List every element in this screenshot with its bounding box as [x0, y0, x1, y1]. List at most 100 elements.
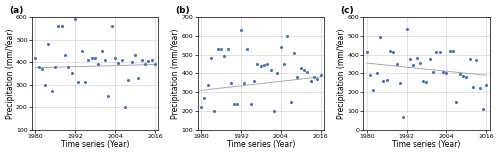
Point — [108, 25, 116, 27]
Point — [390, 51, 398, 53]
Point — [280, 63, 288, 65]
Point — [370, 89, 378, 92]
Point — [78, 50, 86, 52]
Point — [313, 78, 321, 80]
Point — [224, 48, 232, 50]
Point — [217, 48, 225, 50]
Point — [304, 70, 312, 73]
Point — [220, 55, 228, 58]
Point — [300, 68, 308, 71]
Point — [38, 68, 46, 70]
Point — [260, 64, 268, 66]
Point — [197, 106, 205, 108]
Point — [442, 72, 450, 75]
Point — [31, 56, 39, 59]
Point — [409, 64, 417, 66]
Point — [118, 59, 126, 61]
Point — [446, 50, 454, 52]
Point — [472, 59, 480, 62]
Point — [416, 62, 424, 64]
Point — [234, 102, 241, 105]
Point — [101, 59, 109, 61]
Y-axis label: Precipitation (mm/Year): Precipitation (mm/Year) — [172, 28, 180, 119]
Point — [138, 59, 145, 61]
Point — [456, 73, 464, 76]
Point — [254, 63, 262, 65]
Point — [88, 56, 96, 59]
Point — [244, 48, 252, 50]
Point — [44, 43, 52, 45]
Text: (b): (b) — [175, 6, 190, 15]
Point — [466, 58, 473, 61]
Point — [128, 61, 136, 63]
Y-axis label: Precipitation (mm/Year): Precipitation (mm/Year) — [6, 28, 15, 119]
Point — [452, 100, 460, 103]
Point — [250, 80, 258, 82]
X-axis label: Time series (Year): Time series (Year) — [61, 140, 129, 149]
Text: (c): (c) — [340, 6, 354, 15]
Point — [306, 80, 314, 82]
Point — [207, 57, 215, 60]
Point — [316, 74, 324, 77]
Point — [144, 60, 152, 62]
Point — [58, 25, 66, 27]
Point — [362, 51, 370, 53]
Point — [134, 77, 142, 79]
Point — [91, 56, 99, 59]
Point — [459, 75, 467, 78]
Point — [266, 68, 274, 71]
Point — [382, 79, 390, 81]
Point — [406, 58, 414, 61]
Point — [94, 63, 102, 66]
Point — [294, 76, 302, 78]
Point — [290, 51, 298, 54]
Point — [276, 46, 284, 48]
Point — [366, 74, 374, 77]
Point — [81, 81, 89, 84]
Point — [402, 28, 410, 30]
Text: (a): (a) — [9, 6, 24, 15]
Point — [48, 90, 56, 93]
Point — [274, 72, 281, 75]
Point — [111, 56, 119, 59]
Point — [476, 86, 484, 89]
Point — [419, 80, 427, 82]
Point — [74, 81, 82, 84]
Point — [284, 35, 292, 37]
Point — [310, 76, 318, 78]
Point — [214, 48, 222, 50]
Point — [34, 65, 42, 68]
Point — [98, 50, 106, 52]
Point — [296, 66, 304, 69]
Point — [422, 81, 430, 83]
Point — [121, 106, 129, 108]
Point — [432, 51, 440, 53]
Point — [148, 59, 156, 61]
Point — [380, 80, 388, 82]
Y-axis label: Precipitation (mm/Year): Precipitation (mm/Year) — [337, 28, 346, 119]
Point — [396, 82, 404, 84]
Point — [51, 65, 59, 68]
Point — [376, 35, 384, 38]
Point — [264, 63, 272, 65]
Point — [210, 110, 218, 112]
Point — [399, 115, 407, 118]
X-axis label: Time series (Year): Time series (Year) — [226, 140, 295, 149]
Point — [256, 65, 264, 67]
Point — [469, 85, 477, 88]
Point — [230, 102, 238, 105]
Point — [227, 82, 235, 84]
Point — [200, 97, 208, 99]
Point — [41, 84, 49, 86]
Point — [131, 54, 139, 57]
Point — [372, 72, 380, 75]
Point — [286, 100, 294, 103]
Point — [439, 71, 447, 74]
Point — [240, 82, 248, 84]
X-axis label: Time series (Year): Time series (Year) — [392, 140, 460, 149]
Point — [479, 108, 487, 110]
Point — [151, 63, 159, 66]
Point — [68, 72, 76, 75]
Point — [54, 25, 62, 27]
Point — [386, 50, 394, 52]
